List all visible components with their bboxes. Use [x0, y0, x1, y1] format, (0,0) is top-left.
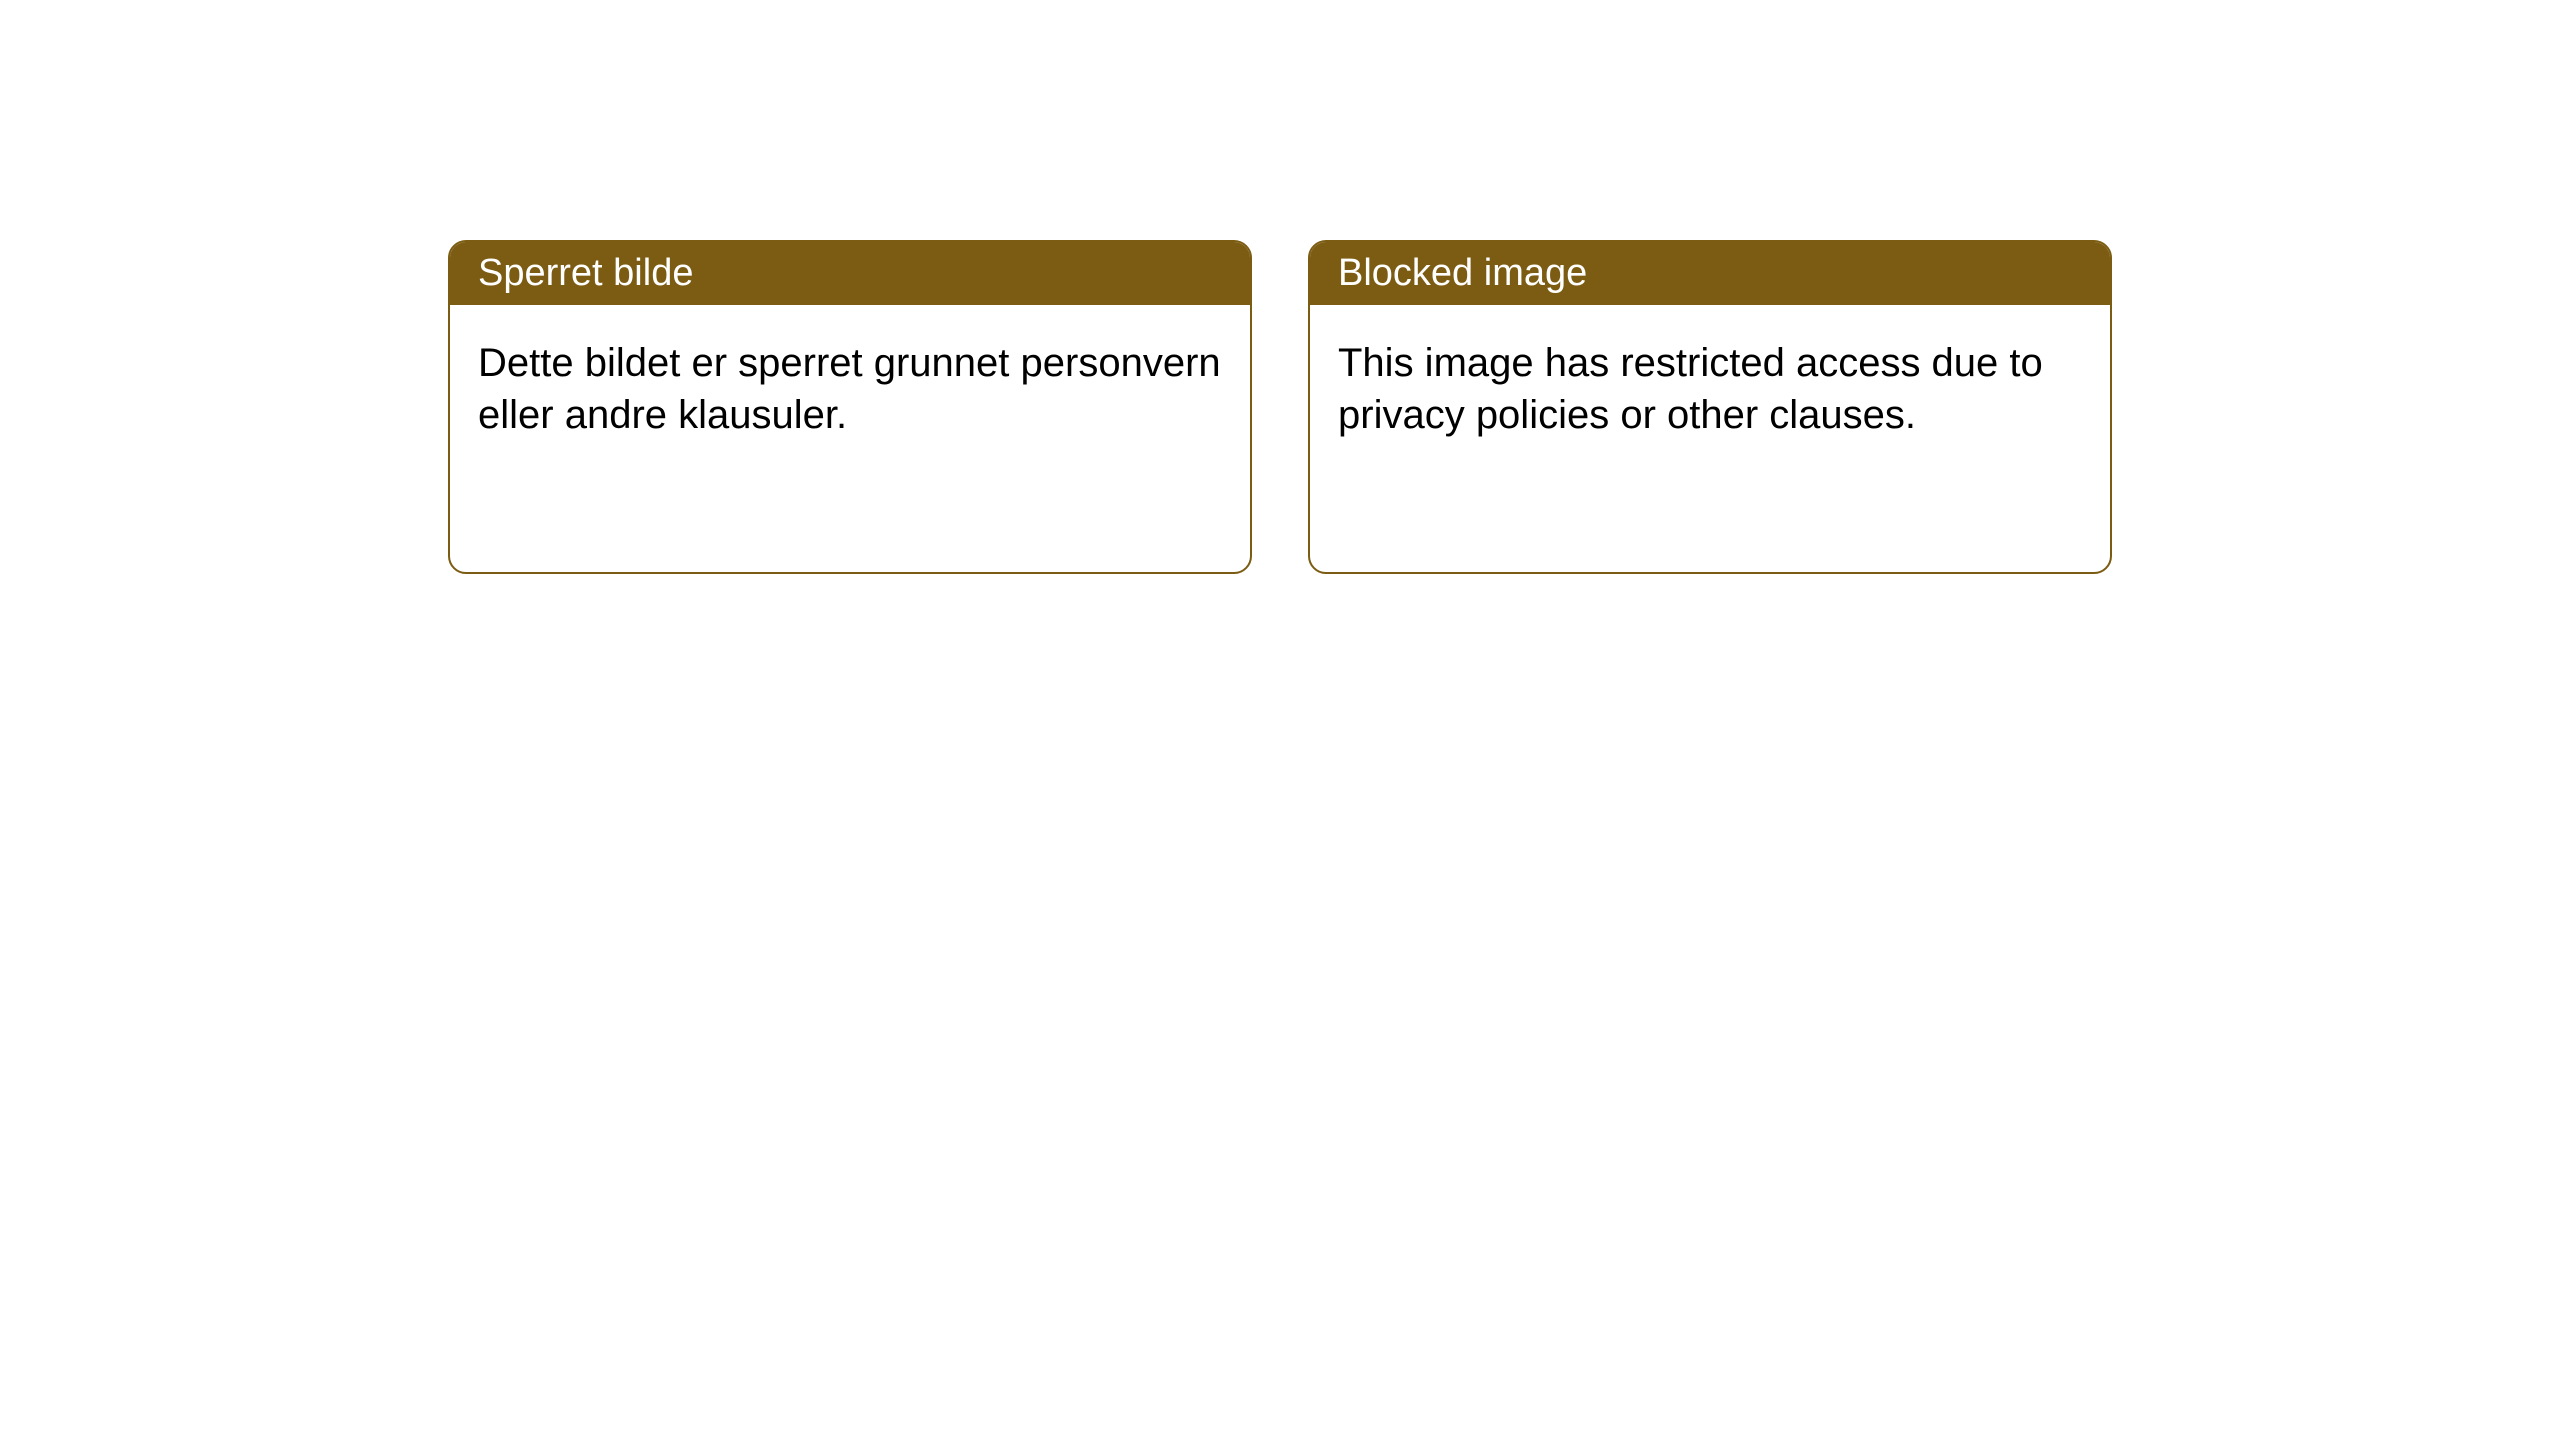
card-header-norwegian: Sperret bilde: [450, 242, 1250, 305]
card-title-english: Blocked image: [1338, 252, 1587, 294]
card-header-english: Blocked image: [1310, 242, 2110, 305]
card-body-english: This image has restricted access due to …: [1310, 305, 2110, 473]
blocked-image-card-norwegian: Sperret bilde Dette bildet er sperret gr…: [448, 240, 1252, 574]
blocked-image-notices: Sperret bilde Dette bildet er sperret gr…: [448, 240, 2112, 574]
card-body-norwegian: Dette bildet er sperret grunnet personve…: [450, 305, 1250, 473]
card-text-english: This image has restricted access due to …: [1338, 341, 2043, 437]
card-title-norwegian: Sperret bilde: [478, 252, 693, 294]
card-text-norwegian: Dette bildet er sperret grunnet personve…: [478, 341, 1221, 437]
blocked-image-card-english: Blocked image This image has restricted …: [1308, 240, 2112, 574]
